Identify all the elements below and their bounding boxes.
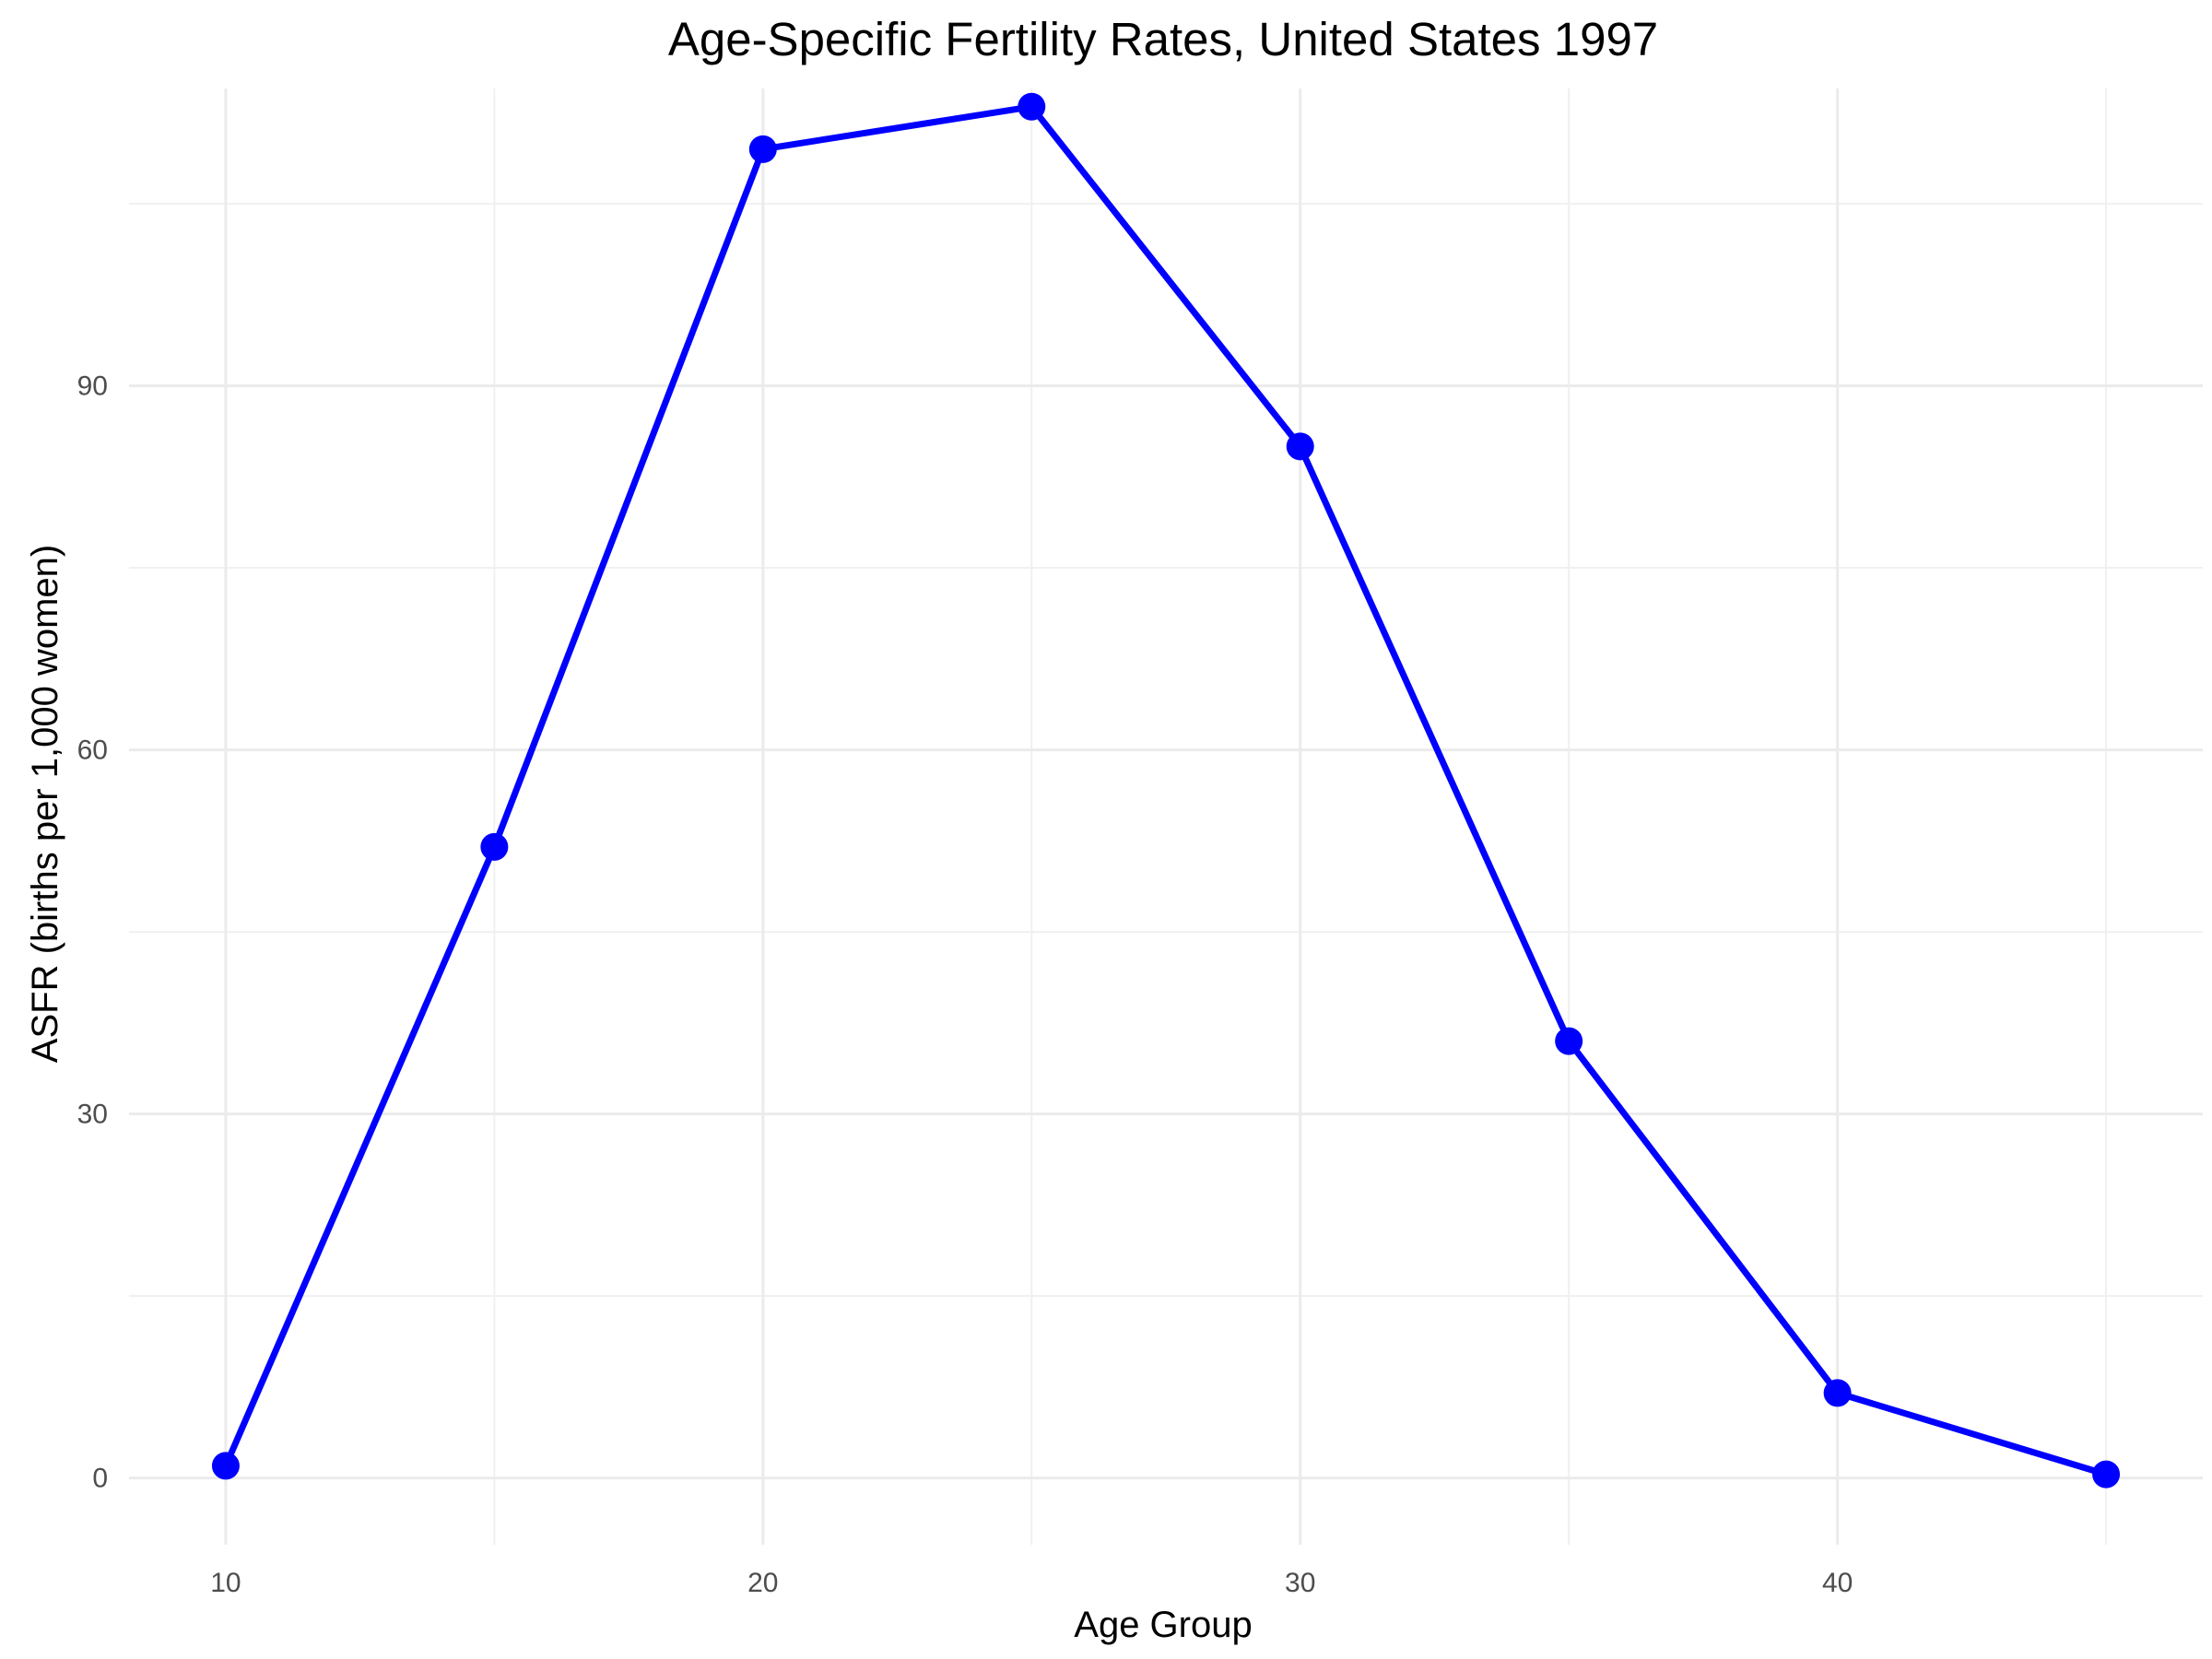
data-point [1018,92,1046,121]
data-point [211,1452,240,1480]
x-tick-label: 40 [1822,1568,1853,1598]
y-tick-label: 60 [77,735,108,766]
grid-major [129,88,2203,1545]
y-tick-label: 30 [77,1100,108,1130]
data-point [2092,1460,2121,1488]
x-tick-label: 30 [1285,1568,1315,1598]
data-point [748,135,777,163]
series-layer [211,92,2121,1488]
y-tick-label: 90 [77,371,108,402]
chart-title: Age-Specific Fertility Rates, United Sta… [668,13,1658,65]
y-tick-labels: 0 30 60 90 [77,371,108,1494]
x-tick-label: 10 [210,1568,241,1598]
series-line [222,103,2110,1478]
data-point [1555,1027,1583,1055]
grid-minor [129,88,2203,1545]
x-axis-title: Age Group [1074,1605,1252,1645]
data-point [480,832,509,861]
y-axis-title: ASFR (births per 1,000 women) [25,545,65,1063]
y-tick-label: 0 [92,1464,108,1494]
data-point [1823,1379,1852,1407]
x-tick-labels: 10 20 30 40 [210,1568,1853,1598]
x-tick-label: 20 [747,1568,778,1598]
data-point [1286,432,1314,461]
